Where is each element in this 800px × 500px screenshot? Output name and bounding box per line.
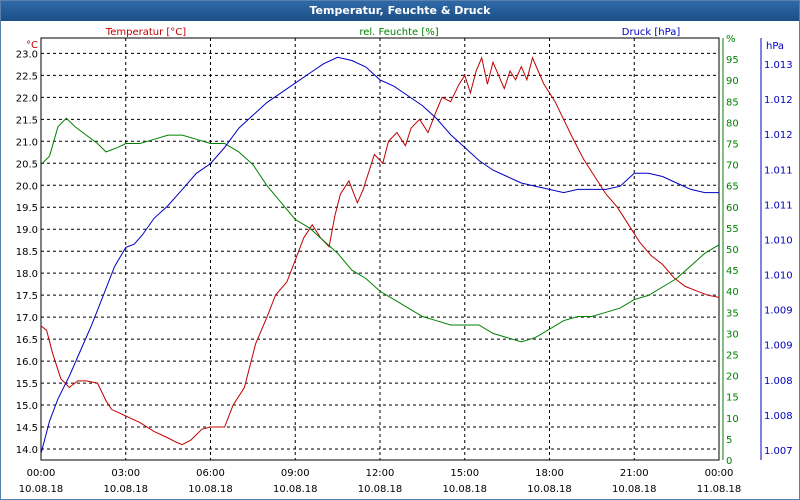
x-tick-time-label: 12:00	[366, 468, 395, 479]
humidity-tick-label: %	[726, 34, 736, 45]
humidity-tick-label: 60	[726, 203, 739, 214]
x-tick-date-label: 10.08.18	[103, 484, 148, 495]
humidity-tick-label: 75	[726, 140, 739, 151]
temperature-axis-title: Temperatur [°C]	[105, 27, 186, 38]
temperature-tick-label: 14.0	[16, 445, 38, 456]
x-tick-time-label: 03:00	[111, 468, 140, 479]
humidity-tick-label: 30	[726, 329, 739, 340]
humidity-tick-label: 0	[726, 456, 732, 467]
pressure-tick-label: 1.009	[764, 341, 793, 352]
pressure-axis-title: Druck [hPa]	[622, 27, 681, 38]
humidity-tick-label: 55	[726, 224, 739, 235]
series-line-pressure	[40, 56, 719, 454]
humidity-tick-label: 45	[726, 266, 739, 277]
pressure-tick-label: 1.008	[764, 376, 793, 387]
temperature-tick-label: 15.0	[16, 401, 38, 412]
temperature-tick-label: 16.5	[16, 335, 38, 346]
x-tick-time-label: 21:00	[620, 468, 649, 479]
pressure-tick-label: 1.008	[764, 411, 793, 422]
x-tick-date-label: 10.08.18	[188, 484, 233, 495]
window-title: Temperatur, Feuchte & Druck	[1, 1, 799, 21]
x-tick-date-label: 10.08.18	[612, 484, 657, 495]
humidity-tick-label: 70	[726, 161, 739, 172]
pressure-tick-label: 1.010	[764, 235, 793, 246]
pressure-tick-label: 1.012	[764, 95, 793, 106]
temperature-tick-label: 16.0	[16, 357, 38, 368]
humidity-axis-title: rel. Feuchte [%]	[359, 27, 438, 38]
pressure-tick-label: 1.013	[764, 60, 793, 71]
chart-svg: 14.0 14.5 15.0 15.5 16.0 16.5 17.0 17.5 18.0 18.5…	[16, 27, 793, 495]
series-line-temperature	[40, 56, 720, 446]
temperature-tick-label: 21.0	[16, 137, 38, 148]
humidity-tick-label: 5	[726, 435, 732, 446]
temperature-tick-label: 21.5	[16, 115, 38, 126]
humidity-tick-label: 50	[726, 245, 739, 256]
temperature-tick-label: 20.0	[16, 181, 38, 192]
temperature-tick-label: 19.5	[16, 203, 38, 214]
temperature-tick-label: 17.5	[16, 291, 38, 302]
x-tick-date-label: 10.08.18	[442, 484, 487, 495]
humidity-tick-label: 15	[726, 393, 739, 404]
x-tick-time-label: 00:00	[27, 468, 56, 479]
humidity-tick-label: 35	[726, 308, 739, 319]
humidity-tick-label: 10	[726, 414, 739, 425]
pressure-tick-label: 1.010	[764, 271, 793, 282]
x-tick-time-label: 15:00	[450, 468, 479, 479]
humidity-tick-label: 20	[726, 372, 739, 383]
humidity-tick-label: 85	[726, 97, 739, 108]
pressure-tick-label: 1.011	[764, 200, 793, 211]
humidity-tick-label: 95	[726, 55, 739, 66]
humidity-tick-label: 90	[726, 76, 739, 87]
temperature-tick-label: 17.0	[16, 313, 38, 324]
x-tick-date-label: 10.08.18	[273, 484, 318, 495]
temperature-tick-label: 14.5	[16, 423, 38, 434]
humidity-tick-label: 40	[726, 287, 739, 298]
temperature-tick-label: 22.0	[16, 93, 38, 104]
humidity-tick-label: 80	[726, 118, 739, 129]
pressure-unit-label: hPa	[766, 41, 784, 52]
temperature-tick-label: 20.5	[16, 159, 38, 170]
temperature-tick-label: 18.0	[16, 269, 38, 280]
x-tick-time-label: 00:00	[705, 468, 734, 479]
x-tick-date-label: 10.08.18	[19, 484, 64, 495]
humidity-tick-label: 65	[726, 182, 739, 193]
pressure-tick-label: 1.009	[764, 306, 793, 317]
pressure-tick-label: 1.007	[764, 446, 793, 457]
x-tick-time-label: 09:00	[281, 468, 310, 479]
temperature-unit-label: °C	[26, 40, 38, 51]
temperature-tick-label: 19.0	[16, 225, 38, 236]
x-tick-time-label: 18:00	[535, 468, 564, 479]
pressure-tick-label: 1.012	[764, 130, 793, 141]
temperature-tick-label: 22.5	[16, 71, 38, 82]
humidity-tick-label: 25	[726, 351, 739, 362]
x-tick-date-label: 11.08.18	[697, 484, 742, 495]
x-tick-time-label: 06:00	[196, 468, 225, 479]
temperature-tick-label: 23.0	[16, 49, 38, 60]
x-tick-date-label: 10.08.18	[527, 484, 572, 495]
temperature-tick-label: 18.5	[16, 247, 38, 258]
x-tick-date-label: 10.08.18	[358, 484, 403, 495]
series-line-humidity	[40, 117, 720, 343]
pressure-tick-label: 1.011	[764, 165, 793, 176]
temperature-tick-label: 15.5	[16, 379, 38, 390]
